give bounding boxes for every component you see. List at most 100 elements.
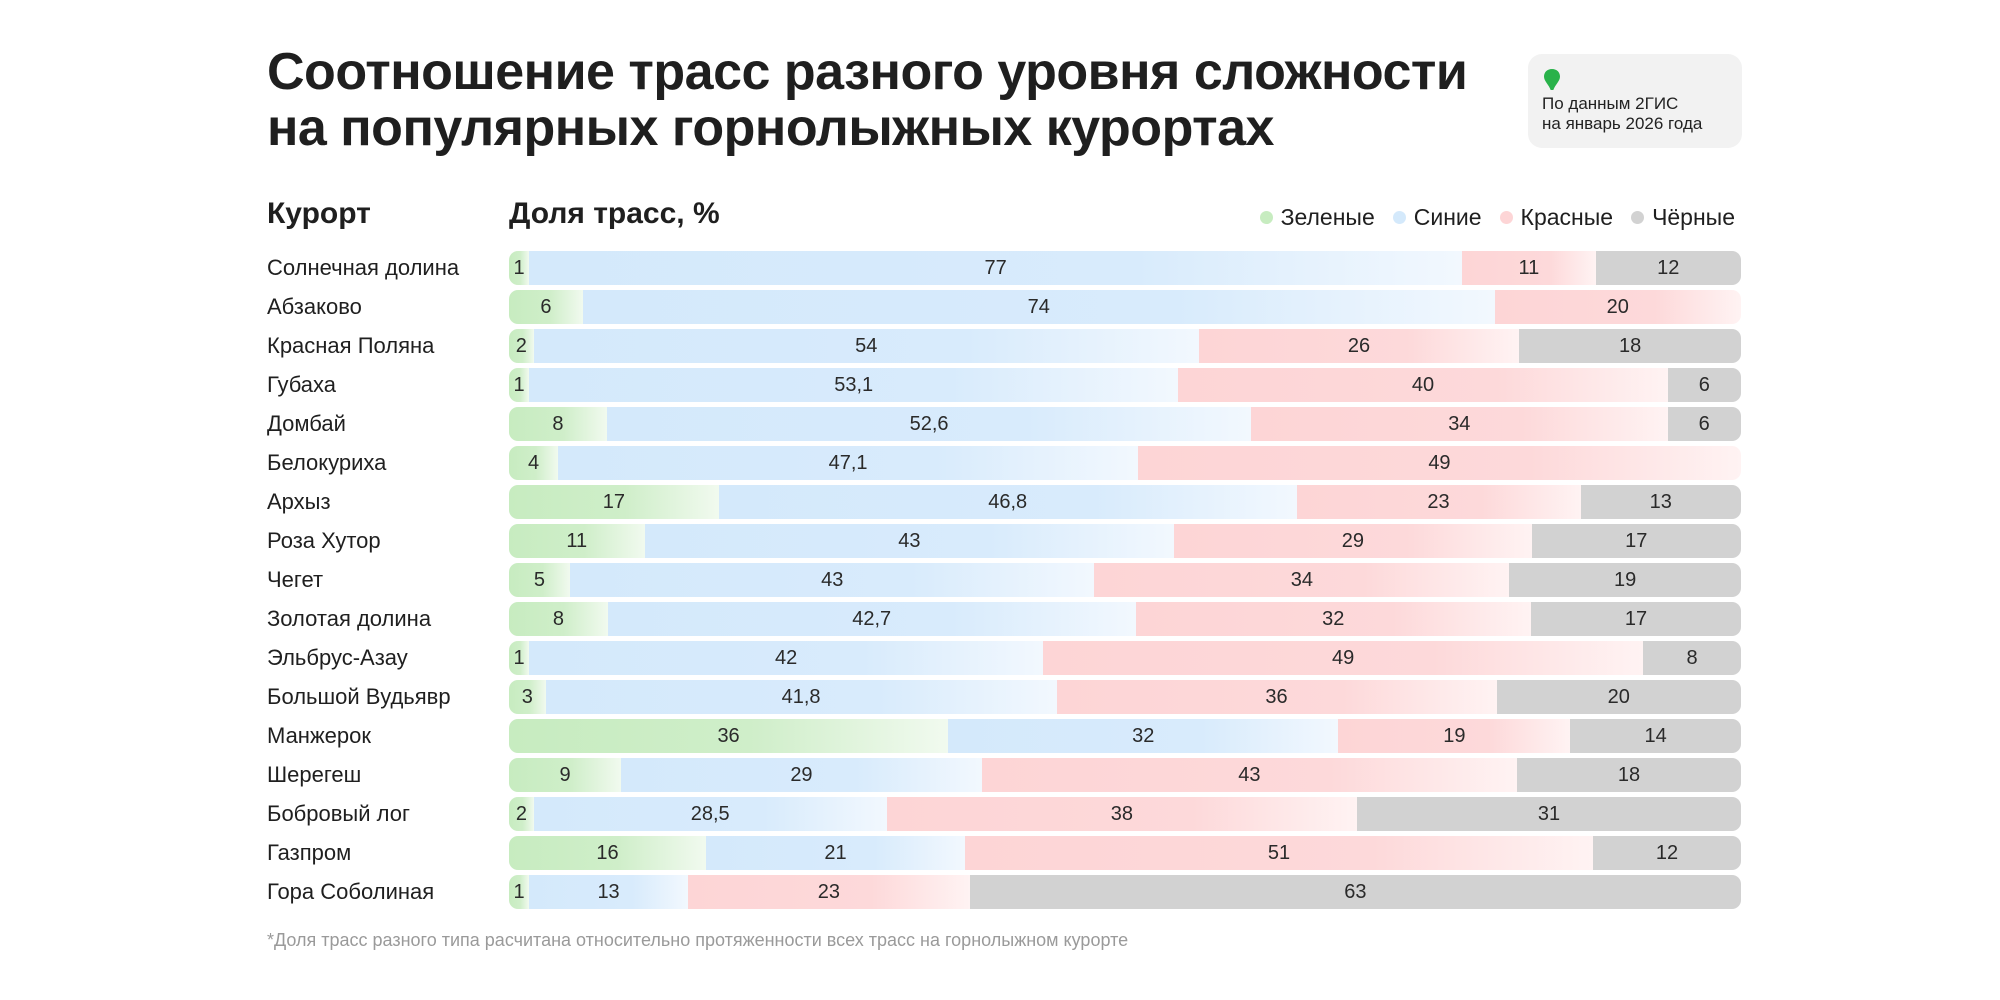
bar-segment-red: 23 <box>1296 485 1581 519</box>
bar-segment-red: 11 <box>1462 251 1596 285</box>
bar-segment-black: 12 <box>1593 836 1741 870</box>
bar-track: 1 42 49 8 <box>509 641 1741 675</box>
bar-segment-green: 1 <box>509 641 529 675</box>
legend: Зеленые Синие Красные Чёрные <box>1259 202 1735 232</box>
bar-track: 1 53,1 40 6 <box>509 368 1741 402</box>
bar-segment-black: 8 <box>1643 641 1741 675</box>
bar-segment-black: 17 <box>1530 602 1741 636</box>
bar-track: 5 43 34 19 <box>509 563 1741 597</box>
bar-row: Газпром 16 21 51 12 <box>0 836 2000 870</box>
bar-track: 6 74 20 <box>509 290 1741 324</box>
bar-track: 11 43 29 17 <box>509 524 1741 558</box>
resort-label: Газпром <box>267 840 352 865</box>
legend-item-red: Красные <box>1499 204 1613 231</box>
resort-label: Красная Поляна <box>267 333 435 358</box>
bar-segment-black: 20 <box>1496 680 1741 714</box>
bar-segment-green: 4 <box>509 446 559 480</box>
bar-row: Губаха 1 53,1 40 6 <box>0 368 2000 402</box>
bar-row: Шерегеш 9 29 43 18 <box>0 758 2000 792</box>
bar-segment-red: 20 <box>1494 290 1741 324</box>
bar-segment-blue: 21 <box>706 836 965 870</box>
resort-label: Бобровый лог <box>267 801 410 826</box>
footnote: *Доля трасс разного типа расчитана относ… <box>267 930 1129 950</box>
bar-segment-red: 40 <box>1178 368 1668 402</box>
share-column-header: Доля трасс, % <box>509 197 720 230</box>
bar-segment-red: 34 <box>1251 407 1668 441</box>
bar-segment-red: 32 <box>1135 602 1531 636</box>
bar-segment-black: 18 <box>1516 758 1741 792</box>
resort-label: Чегет <box>267 567 324 592</box>
source-note: По данным 2ГИС на январь 2026 года <box>1528 54 1742 148</box>
bar-segment-green: 1 <box>509 368 529 402</box>
bar-segment-red: 23 <box>688 875 970 909</box>
bar-segment-blue: 52,6 <box>606 407 1252 441</box>
bar-segment-green: 11 <box>509 524 645 558</box>
bar-segment-green: 16 <box>509 836 707 870</box>
legend-item-blue: Синие <box>1392 204 1482 231</box>
bar-track: 2 28,5 38 31 <box>509 797 1741 831</box>
bar-segment-black: 6 <box>1667 368 1741 402</box>
bar-segment-black: 12 <box>1595 251 1741 285</box>
bar-track: 1 13 23 63 <box>509 875 1741 909</box>
bar-segment-green: 36 <box>509 719 949 753</box>
bar-segment-blue: 47,1 <box>558 446 1138 480</box>
resort-label: Золотая долина <box>267 606 432 631</box>
bar-segment-blue: 77 <box>529 251 1463 285</box>
bar-segment-green: 2 <box>509 329 534 363</box>
bar-segment-red: 51 <box>964 836 1594 870</box>
bar-segment-green: 2 <box>509 797 534 831</box>
bar-segment-black: 31 <box>1357 797 1741 831</box>
resort-label: Домбай <box>267 411 346 436</box>
bar-segment-red: 49 <box>1137 446 1741 480</box>
legend-label-green: Зеленые <box>1280 203 1375 230</box>
bar-row: Белокуриха 4 47,1 49 <box>0 446 2000 480</box>
legend-dot-black-icon <box>1631 210 1645 224</box>
legend-item-green: Зеленые <box>1259 203 1375 231</box>
bar-segment-black: 13 <box>1580 485 1741 519</box>
legend-dot-blue-icon <box>1392 210 1406 224</box>
chart-title: Соотношение трасс разного уровня сложнос… <box>267 44 1497 156</box>
bar-segment-blue: 53,1 <box>529 368 1179 402</box>
bar-segment-blue: 46,8 <box>718 485 1297 519</box>
bar-segment-blue: 28,5 <box>533 797 887 831</box>
bar-segment-green: 5 <box>509 563 570 597</box>
bar-segment-green: 8 <box>509 407 607 441</box>
bar-segment-red: 29 <box>1174 524 1532 558</box>
resort-label: Абзаково <box>267 294 362 319</box>
bar-row: Бобровый лог 2 28,5 38 31 <box>0 797 2000 831</box>
bar-segment-green: 1 <box>509 251 529 285</box>
legend-dot-red-icon <box>1499 210 1513 224</box>
bar-segment-black: 63 <box>969 875 1741 909</box>
bar-track: 2 54 26 18 <box>509 329 1741 363</box>
resort-label: Гора Соболиная <box>267 879 435 904</box>
resort-label: Большой Вудьявр <box>267 684 451 709</box>
bar-segment-red: 19 <box>1338 719 1571 753</box>
bar-segment-red: 26 <box>1198 329 1520 363</box>
bar-segment-blue: 41,8 <box>545 680 1057 714</box>
bar-track: 3 41,8 36 20 <box>509 680 1741 714</box>
bar-segment-black: 6 <box>1667 407 1741 441</box>
bar-track: 16 21 51 12 <box>509 836 1741 870</box>
bar-track: 8 42,7 32 17 <box>509 602 1741 636</box>
bar-row: Солнечная долина 1 77 11 12 <box>0 251 2000 285</box>
bar-track: 9 29 43 18 <box>509 758 1741 792</box>
bar-segment-blue: 42,7 <box>607 602 1136 636</box>
bar-segment-blue: 54 <box>533 329 1199 363</box>
bar-segment-green: 3 <box>509 680 546 714</box>
bar-segment-black: 17 <box>1531 524 1741 558</box>
bar-segment-blue: 13 <box>529 875 689 909</box>
bar-segment-blue: 42 <box>529 641 1044 675</box>
bar-segment-green: 1 <box>509 875 529 909</box>
bar-segment-green: 9 <box>509 758 621 792</box>
bar-row: Домбай 8 52,6 34 6 <box>0 407 2000 441</box>
bar-track: 8 52,6 34 6 <box>509 407 1741 441</box>
bar-segment-red: 36 <box>1056 680 1497 714</box>
bar-row: Эльбрус-Азау 1 42 49 8 <box>0 641 2000 675</box>
resort-label: Роза Хутор <box>267 528 381 553</box>
source-line-2: на январь 2026 года <box>1542 114 1703 133</box>
bar-track: 4 47,1 49 <box>509 446 1741 480</box>
chart-title-line-1: Соотношение трасс разного уровня сложнос… <box>267 43 1468 101</box>
bar-segment-blue: 74 <box>582 290 1495 324</box>
bar-segment-red: 38 <box>886 797 1358 831</box>
bar-row: Золотая долина 8 42,7 32 17 <box>0 602 2000 636</box>
